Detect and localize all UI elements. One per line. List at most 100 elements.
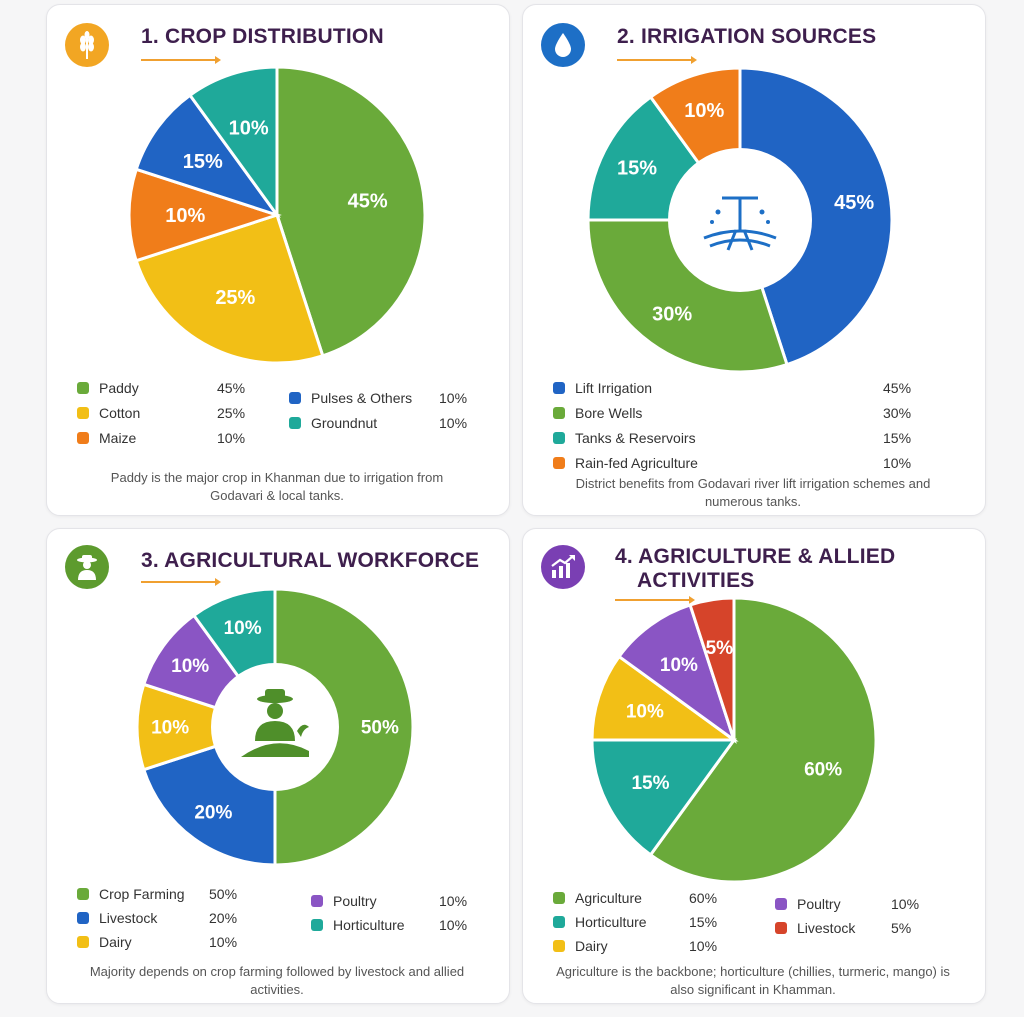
slice-label: 15% — [631, 773, 669, 794]
legend-swatch — [77, 382, 89, 394]
legend-value: 15% — [689, 914, 718, 930]
legend-swatch — [77, 407, 89, 419]
pie-slice-poultry — [617, 603, 737, 744]
legend-swatch — [553, 382, 565, 394]
legend-label: Rain-fed Agriculture — [575, 455, 698, 471]
slice-label: 10% — [660, 655, 698, 676]
legend-value: 30% — [883, 405, 912, 421]
pie-slice-paddy — [275, 65, 427, 358]
legend-value: 10% — [891, 896, 920, 912]
legend-label: Poultry — [797, 896, 841, 912]
slice-label: 50% — [361, 718, 399, 739]
card-title: 2. IRRIGATION SOURCES — [617, 25, 877, 48]
agriculture-allied-card: 4. AGRICULTURE & ALLIED ACTIVITIES 60% 15… — [522, 528, 986, 1004]
card-note: Majority depends on crop farming followe… — [89, 964, 465, 997]
pie-slice-pulses-others — [134, 93, 281, 218]
pie-slice-groundnut — [187, 65, 279, 220]
slice-label: 20% — [194, 802, 232, 823]
legend-value: 45% — [883, 380, 912, 396]
legend-value: 20% — [209, 910, 238, 926]
slice-label: 5% — [706, 638, 734, 659]
crop-distribution-pie: 45% 25% 10% 15% 10% — [127, 65, 427, 365]
legend-value: 15% — [883, 430, 912, 446]
slice-label: 45% — [348, 191, 388, 213]
slice-label: 10% — [151, 718, 189, 739]
card-title-line2: ACTIVITIES — [637, 569, 755, 592]
legend-label: Dairy — [575, 938, 608, 954]
crop-distribution-card: 1. CROP DISTRIBUTION 45% 25% 10% 15% 10% Pad… — [46, 4, 510, 516]
legend-label: Agriculture — [575, 890, 642, 906]
slice-label: 10% — [626, 702, 664, 723]
growth-chart-icon — [541, 545, 585, 589]
card-note: Agriculture is the backbone; horticultur… — [556, 964, 950, 997]
farmer-icon — [241, 689, 309, 757]
legend-swatch — [775, 922, 787, 934]
legend-label: Poultry — [333, 893, 377, 909]
slice-label: 30% — [652, 303, 692, 325]
title-underline — [141, 578, 221, 586]
legend-label: Pulses & Others — [311, 390, 413, 406]
slice-label: 10% — [684, 100, 724, 122]
legend-value: 25% — [217, 405, 246, 421]
slice-label: 25% — [215, 287, 255, 309]
slice-label: 15% — [183, 151, 223, 173]
slice-label: 60% — [804, 760, 842, 781]
legend-swatch — [553, 940, 565, 952]
pie-slice-cotton — [134, 213, 325, 365]
legend-value: 10% — [439, 390, 468, 406]
pie-slice-agriculture — [648, 596, 878, 884]
slice-label: 10% — [165, 205, 205, 227]
card-note: District benefits from Godavari river li… — [575, 476, 931, 509]
legend-value: 45% — [217, 380, 246, 396]
legend-value: 10% — [209, 934, 238, 950]
slice-label: 10% — [171, 656, 209, 677]
legend-swatch — [311, 895, 323, 907]
farmer-icon — [65, 545, 109, 589]
slice-label: 10% — [229, 118, 269, 140]
agricultural-workforce-pie: 50% 20% 10% 10% 10% — [135, 587, 415, 867]
legend-value: 10% — [883, 455, 912, 471]
legend-label: Livestock — [99, 910, 158, 926]
legend-swatch — [289, 392, 301, 404]
legend-swatch — [289, 417, 301, 429]
legend-value: 10% — [439, 415, 468, 431]
title-underline — [617, 56, 697, 64]
pie-slice-livestock — [688, 596, 736, 741]
legend-label: Crop Farming — [99, 886, 185, 902]
legend-label: Groundnut — [311, 415, 378, 431]
legend-value: 50% — [209, 886, 238, 902]
legend-value: 10% — [689, 938, 718, 954]
legend-swatch — [553, 407, 565, 419]
legend-label: Livestock — [797, 920, 856, 936]
legend-swatch — [77, 888, 89, 900]
legend-value: 10% — [217, 430, 246, 446]
slice-label: 45% — [834, 192, 874, 214]
legend-label: Maize — [99, 430, 137, 446]
legend-swatch — [77, 936, 89, 948]
legend-label: Paddy — [99, 380, 139, 396]
legend-value: 60% — [689, 890, 718, 906]
agriculture-allied-pie: 60% 15% 10% 10% 5% — [590, 596, 878, 884]
legend-value: 5% — [891, 920, 912, 936]
pie-slice-dairy — [135, 682, 280, 772]
legend-swatch — [77, 912, 89, 924]
title-underline — [141, 56, 221, 64]
card-title: 1. CROP DISTRIBUTION — [141, 25, 384, 48]
legend-value: 10% — [439, 917, 468, 933]
agricultural-workforce-card: 3. AGRICULTURAL WORKFORCE 50% 20% 10% 10% 10… — [46, 528, 510, 1004]
legend-label: Horticulture — [333, 917, 405, 933]
legend-value: 10% — [439, 893, 468, 909]
irrigation-sources-pie: 45% 30% 15% 10% — [586, 66, 894, 374]
legend-swatch — [553, 432, 565, 444]
card-title: 4. AGRICULTURE & ALLIED — [615, 545, 896, 568]
wheat-icon — [65, 23, 109, 67]
title-underline — [615, 596, 695, 604]
legend-swatch — [77, 432, 89, 444]
pie-slice-dairy — [590, 654, 739, 742]
pie-slice-horticulture — [590, 738, 737, 857]
slice-label: 15% — [617, 158, 657, 180]
card-note: Paddy is the major crop in Khanman due t… — [110, 470, 444, 503]
legend-label: Tanks & Reservoirs — [575, 430, 696, 446]
card-title: 3. AGRICULTURAL WORKFORCE — [141, 549, 480, 572]
water-drop-icon — [541, 23, 585, 67]
